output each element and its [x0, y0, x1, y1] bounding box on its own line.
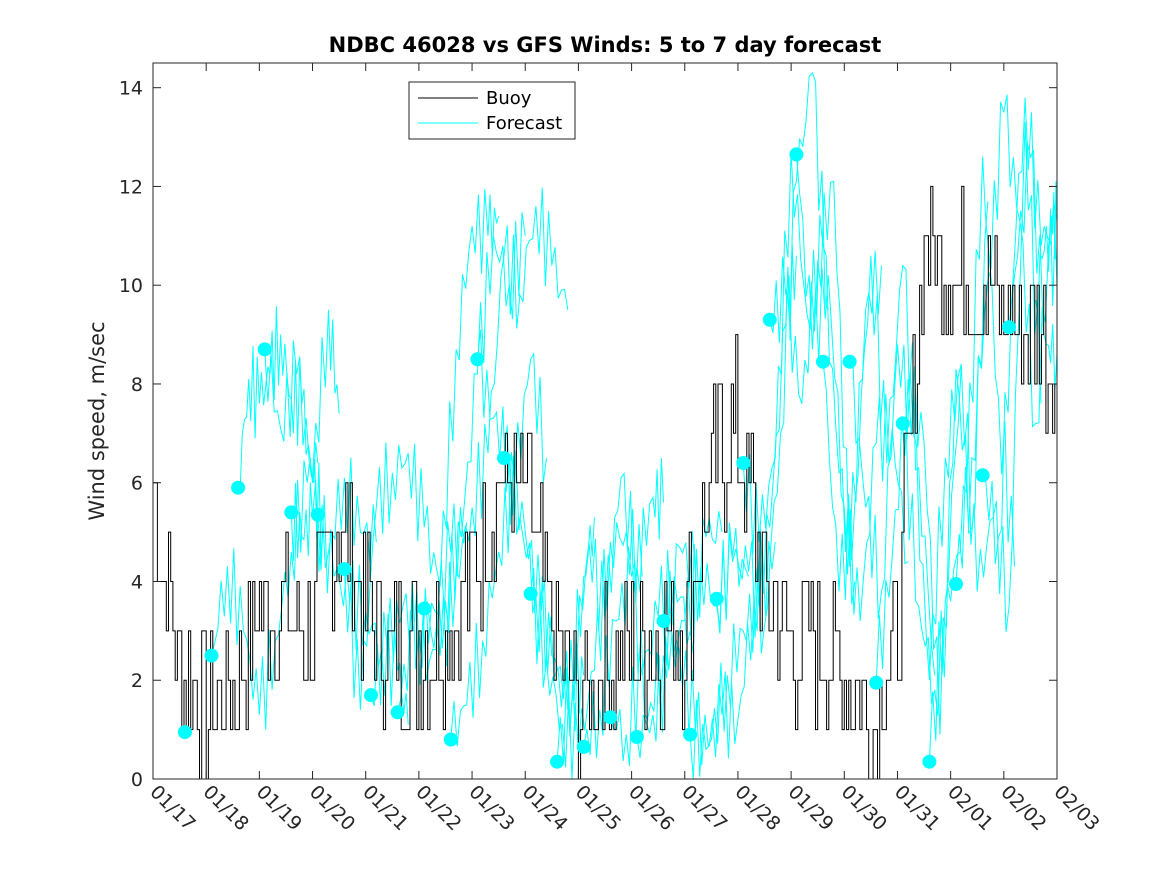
forecast-dot-28 — [895, 416, 910, 431]
forecast-dot-7 — [337, 562, 352, 577]
legend-box — [408, 81, 576, 140]
forecast-dot-30 — [949, 577, 963, 591]
forecast-line-19 — [689, 244, 797, 779]
forecast-dot-12 — [470, 352, 485, 367]
legend-label-forecast: Forecast — [486, 113, 562, 134]
y-tick-label: 10 — [119, 275, 143, 297]
forecast-line-1 — [211, 442, 319, 730]
series-layer — [153, 71, 1057, 779]
y-tick-label: 8 — [131, 374, 143, 396]
forecast-dot-26 — [842, 354, 857, 369]
forecast-line-23 — [795, 154, 909, 622]
forecast-line-14 — [556, 457, 664, 764]
y-tick-label: 6 — [131, 473, 143, 495]
forecast-dot-1 — [177, 725, 192, 740]
forecast-dot-14 — [523, 586, 538, 601]
forecast-line-32 — [1035, 208, 1057, 314]
forecast-line-27 — [902, 156, 1015, 716]
forecast-line-30 — [982, 142, 1057, 565]
forecast-line-15 — [583, 530, 696, 759]
forecast-line-25 — [849, 344, 962, 681]
forecast-dot-5 — [284, 505, 299, 520]
forecast-line-3 — [264, 309, 340, 478]
forecast-dot-22 — [736, 456, 751, 470]
legend-label-buoy: Buoy — [486, 88, 532, 109]
forecast-line-31 — [1008, 97, 1057, 328]
forecast-dot-17 — [603, 710, 618, 725]
forecast-dot-23 — [762, 312, 777, 327]
forecast-dot-3 — [231, 480, 246, 495]
forecast-line-21 — [742, 151, 856, 605]
forecast-dot-20 — [683, 727, 698, 742]
forecast-dot-21 — [709, 591, 724, 606]
forecast-line-9 — [423, 187, 569, 667]
forecast-dot-10 — [417, 601, 432, 616]
forecast-line-10 — [450, 352, 547, 747]
y-tick-label: 2 — [131, 670, 143, 692]
forecast-line-28 — [928, 122, 1042, 762]
forecast-dot-27 — [869, 675, 884, 690]
y-tick-label: 14 — [119, 78, 143, 100]
forecast-line-6 — [343, 189, 500, 710]
y-tick-label: 0 — [131, 769, 143, 791]
forecast-line-17 — [636, 522, 750, 759]
y-tick-label: 4 — [131, 571, 143, 593]
forecast-dot-19 — [656, 614, 671, 628]
forecast-dot-9 — [390, 705, 405, 720]
forecast-line-16 — [609, 511, 723, 767]
forecast-line-20 — [716, 71, 829, 654]
forecast-dot-16 — [576, 739, 591, 754]
forecast-line-26 — [875, 201, 989, 735]
forecast-dot-6 — [310, 507, 325, 522]
forecast-line-4 — [290, 457, 377, 572]
y-axis-label: Wind speed, m/sec — [85, 321, 109, 520]
forecast-dot-11 — [443, 732, 458, 747]
forecast-dot-25 — [816, 354, 830, 369]
forecast-dot-15 — [550, 754, 565, 769]
buoy-line — [153, 185, 1057, 779]
forecast-dot-32 — [1002, 320, 1017, 335]
forecast-dot-29 — [922, 754, 937, 769]
forecast-line-24 — [822, 255, 936, 676]
y-tick-label: 12 — [119, 176, 143, 198]
forecast-line-12 — [503, 425, 595, 710]
forecast-line-13 — [530, 508, 643, 779]
forecast-line-2 — [237, 305, 324, 559]
forecast-dot-2 — [204, 648, 219, 663]
forecast-dot-13 — [497, 451, 511, 465]
forecast-dot-4 — [257, 342, 272, 357]
forecast-dot-18 — [629, 730, 644, 744]
legend: Buoy Forecast — [408, 81, 576, 140]
axes-box — [152, 62, 1058, 780]
forecast-dot-8 — [364, 688, 378, 703]
forecast-dot-31 — [975, 468, 990, 483]
chart-title: NDBC 46028 vs GFS Winds: 5 to 7 day fore… — [329, 33, 882, 57]
forecast-dot-24 — [789, 147, 804, 162]
